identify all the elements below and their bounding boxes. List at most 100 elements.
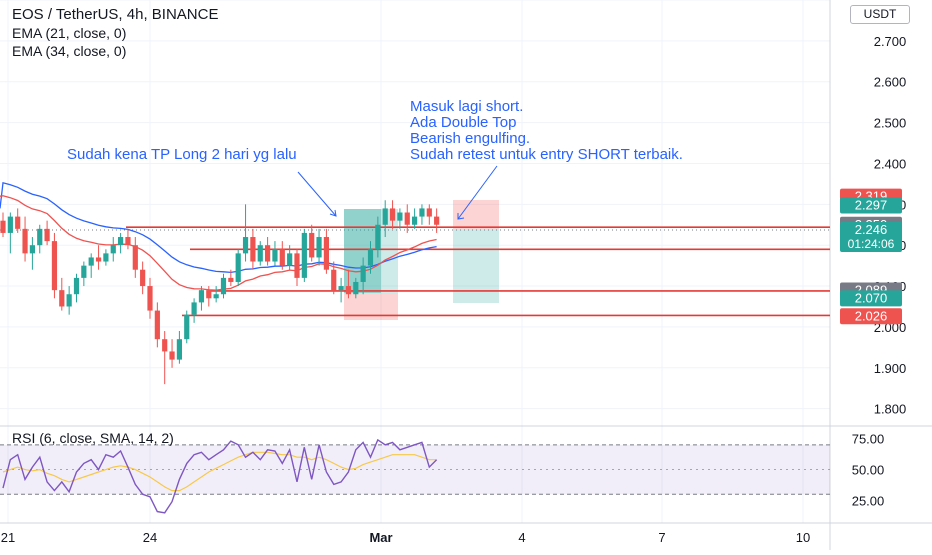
candle-body	[316, 237, 322, 258]
rsi-legend: RSI (6, close, SMA, 14, 2)	[12, 430, 174, 446]
arrow-right-head	[457, 213, 465, 220]
candle-body	[382, 208, 388, 225]
candle	[22, 216, 28, 262]
candle-body	[140, 269, 146, 287]
candle	[419, 204, 425, 225]
candle-body	[309, 232, 315, 258]
price-tick-label: 2.600	[874, 75, 907, 90]
candle	[220, 273, 227, 299]
price-badge-text: 2.026	[855, 308, 888, 323]
candle	[44, 220, 50, 246]
candle-body	[235, 253, 241, 282]
candle	[73, 273, 80, 303]
candle-body	[51, 241, 58, 291]
candle	[213, 286, 219, 303]
candles	[0, 200, 440, 385]
time-tick-label: Mar	[369, 530, 392, 545]
candle-body	[88, 257, 94, 266]
price-badge	[840, 197, 902, 214]
candle	[15, 208, 21, 233]
candle-body	[360, 265, 366, 282]
candle-body	[434, 216, 440, 225]
candle-body	[404, 212, 410, 225]
arrow-left	[297, 171, 337, 217]
candle	[228, 269, 234, 287]
candle	[81, 261, 87, 287]
candle	[353, 277, 359, 299]
candle	[103, 249, 109, 266]
candle	[389, 200, 396, 229]
price-labels: 2.3192.2972.2502.24601:24:062.0892.0702.…	[840, 188, 902, 325]
candle-body	[154, 310, 160, 340]
candle-body	[389, 208, 396, 221]
candle	[316, 228, 322, 266]
candle-body	[15, 216, 21, 229]
candle	[206, 286, 212, 307]
candle	[265, 237, 271, 266]
rsi-tick-label: 25.00	[852, 493, 885, 508]
currency-selector[interactable]: USDT	[850, 5, 910, 24]
candle	[198, 286, 205, 311]
candle	[66, 286, 72, 315]
candle	[162, 331, 168, 385]
candle-body	[73, 277, 80, 295]
time-tick-label: 21	[1, 530, 15, 545]
rsi-tick-label: 75.00	[852, 432, 885, 447]
candle	[0, 212, 6, 238]
candle-body	[0, 220, 6, 233]
candle-body	[29, 245, 35, 254]
candle-body	[7, 216, 13, 233]
candle	[29, 237, 35, 270]
candle-body	[257, 245, 263, 262]
annotation-left-text: Sudah kena TP Long 2 hari yg lalu	[67, 146, 297, 163]
time-tick-label: 24	[143, 530, 157, 545]
candle	[272, 241, 278, 266]
candle	[257, 241, 263, 266]
candle-body	[95, 257, 102, 262]
candle-body	[147, 286, 153, 311]
candle	[382, 200, 388, 238]
price-badge-text: 2.070	[855, 290, 888, 305]
candle-body	[287, 253, 293, 266]
candle-body	[353, 281, 359, 295]
candle-body	[184, 314, 190, 340]
candle-body	[265, 245, 271, 262]
candle	[154, 302, 160, 348]
candle	[169, 339, 175, 368]
candle	[375, 216, 381, 258]
short-position-loss-zone	[453, 200, 499, 229]
rsi-line	[2, 438, 438, 514]
candle	[37, 224, 43, 254]
price-badge-text: 2.246	[855, 222, 888, 237]
candle-body	[176, 339, 182, 360]
candle-body	[132, 245, 138, 270]
candle	[412, 208, 418, 229]
candle-body	[44, 228, 50, 242]
candle	[301, 228, 307, 282]
time-tick-label: 7	[658, 530, 665, 545]
price-badge	[840, 308, 902, 325]
candle-body	[191, 302, 197, 315]
candle	[309, 224, 315, 262]
candle-body	[213, 294, 219, 299]
candle-body	[169, 351, 175, 360]
candle	[250, 228, 256, 270]
candle	[176, 331, 182, 364]
candle	[242, 204, 249, 262]
candle	[294, 249, 300, 287]
annotation-right-line: Ada Double Top	[410, 114, 517, 131]
candle	[434, 208, 440, 233]
price-badge	[840, 222, 902, 252]
candle-body	[367, 249, 374, 266]
annotation-right-line: Bearish engulfing.	[410, 130, 531, 147]
candle-body	[426, 208, 432, 217]
annotation-right-line: Masuk lagi short.	[410, 98, 524, 115]
candle	[125, 228, 131, 250]
candle-body	[206, 290, 212, 299]
candle-body	[250, 237, 256, 262]
candle-body	[125, 237, 131, 246]
candle-body	[338, 286, 344, 291]
candle-body	[198, 290, 205, 303]
